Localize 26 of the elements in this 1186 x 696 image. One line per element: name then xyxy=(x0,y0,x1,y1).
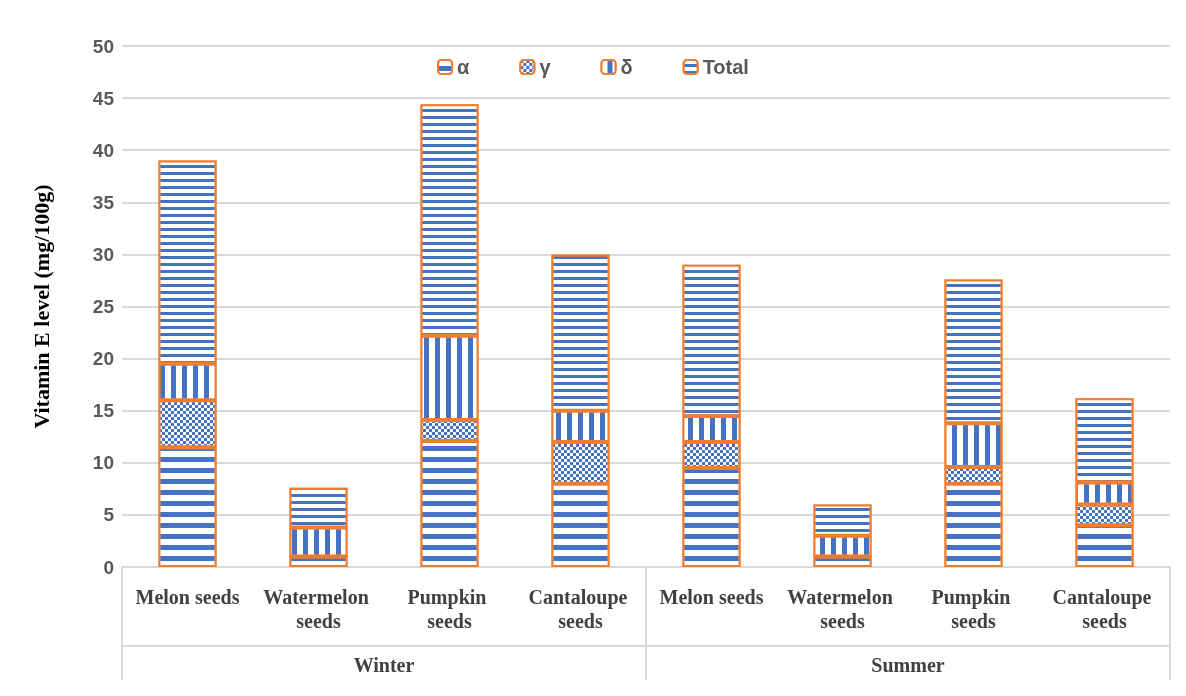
y-tick-label: 25 xyxy=(92,296,115,317)
x-tick-label: Pumpkin seeds xyxy=(407,586,492,632)
y-tick-label: 30 xyxy=(92,243,114,265)
y-tick-label: 0 xyxy=(103,556,114,578)
x-tick-label: Watermelon seeds xyxy=(787,586,898,632)
x-tick-label: Pumpkin seeds xyxy=(931,586,1016,632)
legend-label: α xyxy=(457,56,471,78)
y-axis-title: Vitamin E level (mg/100g) xyxy=(28,184,54,429)
legend-label: Total xyxy=(702,56,749,78)
y-tick-label: 50 xyxy=(92,35,114,57)
x-tick-label: Watermelon seeds xyxy=(263,586,374,632)
x-tick-label: Cantaloupe seeds xyxy=(528,586,633,632)
y-tick-label: 15 xyxy=(92,400,115,422)
text: Winter xyxy=(353,654,415,676)
y-tick-label: 20 xyxy=(92,348,114,370)
y-tick-label: 5 xyxy=(103,504,115,526)
legend-label: δ xyxy=(620,56,633,78)
y-tick-label: 35 xyxy=(92,191,115,213)
y-tick-label: 40 xyxy=(92,139,114,161)
y-tick-label: 10 xyxy=(92,452,114,474)
text: Summer xyxy=(871,654,945,676)
x-tick-label: Melon seeds xyxy=(135,586,240,608)
y-tick-label: 45 xyxy=(92,87,115,109)
legend-label: γ xyxy=(539,56,552,78)
x-tick-label: Melon seeds xyxy=(659,586,764,608)
x-tick-label: Cantaloupe seeds xyxy=(1052,586,1157,632)
